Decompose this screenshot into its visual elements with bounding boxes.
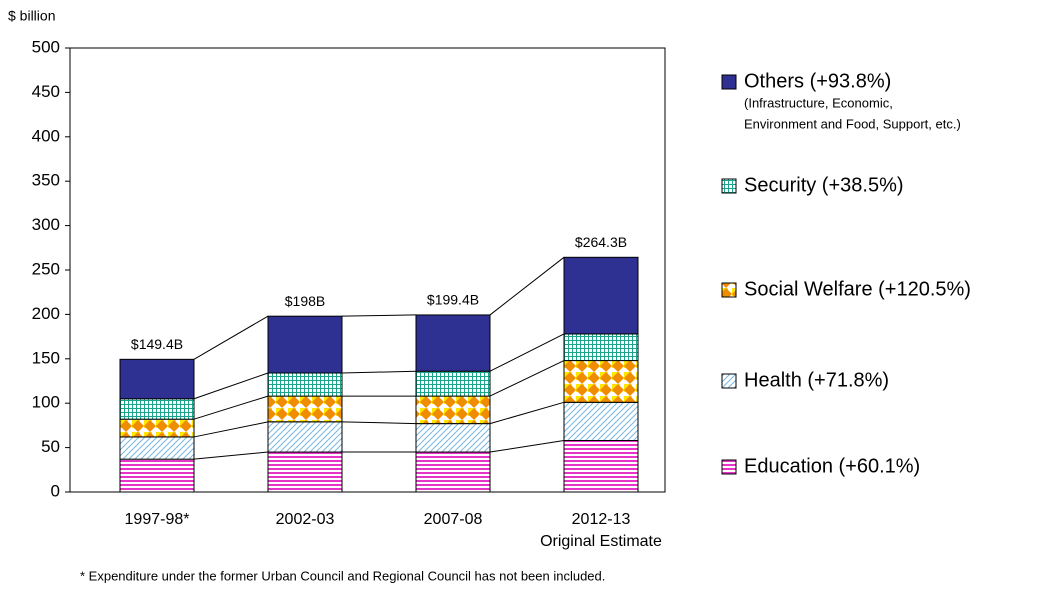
- bar-segment: [415, 370, 491, 397]
- y-tick-label: 50: [41, 437, 60, 456]
- y-tick-label: 300: [32, 215, 60, 234]
- connector: [341, 314, 417, 317]
- bar-segment: [563, 401, 639, 441]
- legend-label: Security (+38.5%): [744, 174, 904, 196]
- total-label: $264.3B: [575, 234, 627, 250]
- y-tick-label: 350: [32, 171, 60, 190]
- bar-segment: [267, 315, 343, 374]
- connector: [193, 372, 269, 400]
- bar-segment: [415, 314, 491, 372]
- y-tick-label: 150: [32, 348, 60, 367]
- y-tick-label: 250: [32, 259, 60, 278]
- connector: [489, 256, 565, 316]
- bar-segment: [119, 418, 195, 438]
- y-tick-label: 400: [32, 126, 60, 145]
- bar-segment: [415, 395, 491, 425]
- legend-swatch: [721, 74, 737, 90]
- legend-swatch: [721, 459, 737, 475]
- connector: [489, 360, 565, 397]
- footnote: * Expenditure under the former Urban Cou…: [80, 568, 605, 583]
- legend-label: Health (+71.8%): [744, 369, 889, 391]
- total-label: $149.4B: [131, 336, 183, 352]
- x-tick-label: 2007-08: [424, 511, 483, 528]
- y-tick-label: 0: [51, 481, 60, 500]
- connector: [341, 421, 417, 425]
- bar-segment: [119, 436, 195, 460]
- bar-segment: [267, 372, 343, 397]
- connector: [193, 421, 269, 438]
- legend-swatch: [721, 282, 737, 298]
- bar-segment: [563, 333, 639, 362]
- bar-segment: [563, 439, 639, 493]
- connector: [489, 440, 565, 453]
- total-label: $198B: [285, 293, 325, 309]
- x-tick-label: 2012-13: [572, 511, 631, 528]
- bar-segment: [119, 398, 195, 420]
- bar-segment: [119, 458, 195, 493]
- total-label: $199.4B: [427, 292, 479, 308]
- legend-swatch: [721, 178, 737, 194]
- bar-segment: [267, 395, 343, 423]
- bar-segment: [415, 451, 491, 493]
- bar-segment: [415, 423, 491, 453]
- legend-description: Environment and Food, Support, etc.): [744, 116, 961, 131]
- connector: [341, 370, 417, 374]
- connector: [193, 395, 269, 420]
- connector: [193, 451, 269, 460]
- bar-segment: [119, 358, 195, 400]
- legend-swatch: [721, 373, 737, 389]
- bar-segment: [563, 360, 639, 403]
- bar-segment: [563, 256, 639, 335]
- x-tick-label: 1997-98*: [125, 511, 190, 528]
- legend-label: Social Welfare (+120.5%): [744, 278, 971, 300]
- legend-description: (Infrastructure, Economic,: [744, 95, 893, 110]
- y-tick-label: 100: [32, 393, 60, 412]
- y-tick-label: 500: [32, 37, 60, 56]
- connector: [193, 315, 269, 360]
- y-tick-label: 450: [32, 82, 60, 101]
- bar-segment: [267, 451, 343, 493]
- y-axis-label: $ billion: [8, 8, 55, 24]
- connector: [489, 333, 565, 372]
- bar-segment: [267, 421, 343, 453]
- x-tick-note: Original Estimate: [540, 533, 662, 550]
- connector: [489, 401, 565, 425]
- legend-label: Others (+93.8%): [744, 70, 891, 92]
- x-tick-label: 2002-03: [276, 511, 335, 528]
- y-tick-label: 200: [32, 304, 60, 323]
- legend-label: Education (+60.1%): [744, 455, 920, 477]
